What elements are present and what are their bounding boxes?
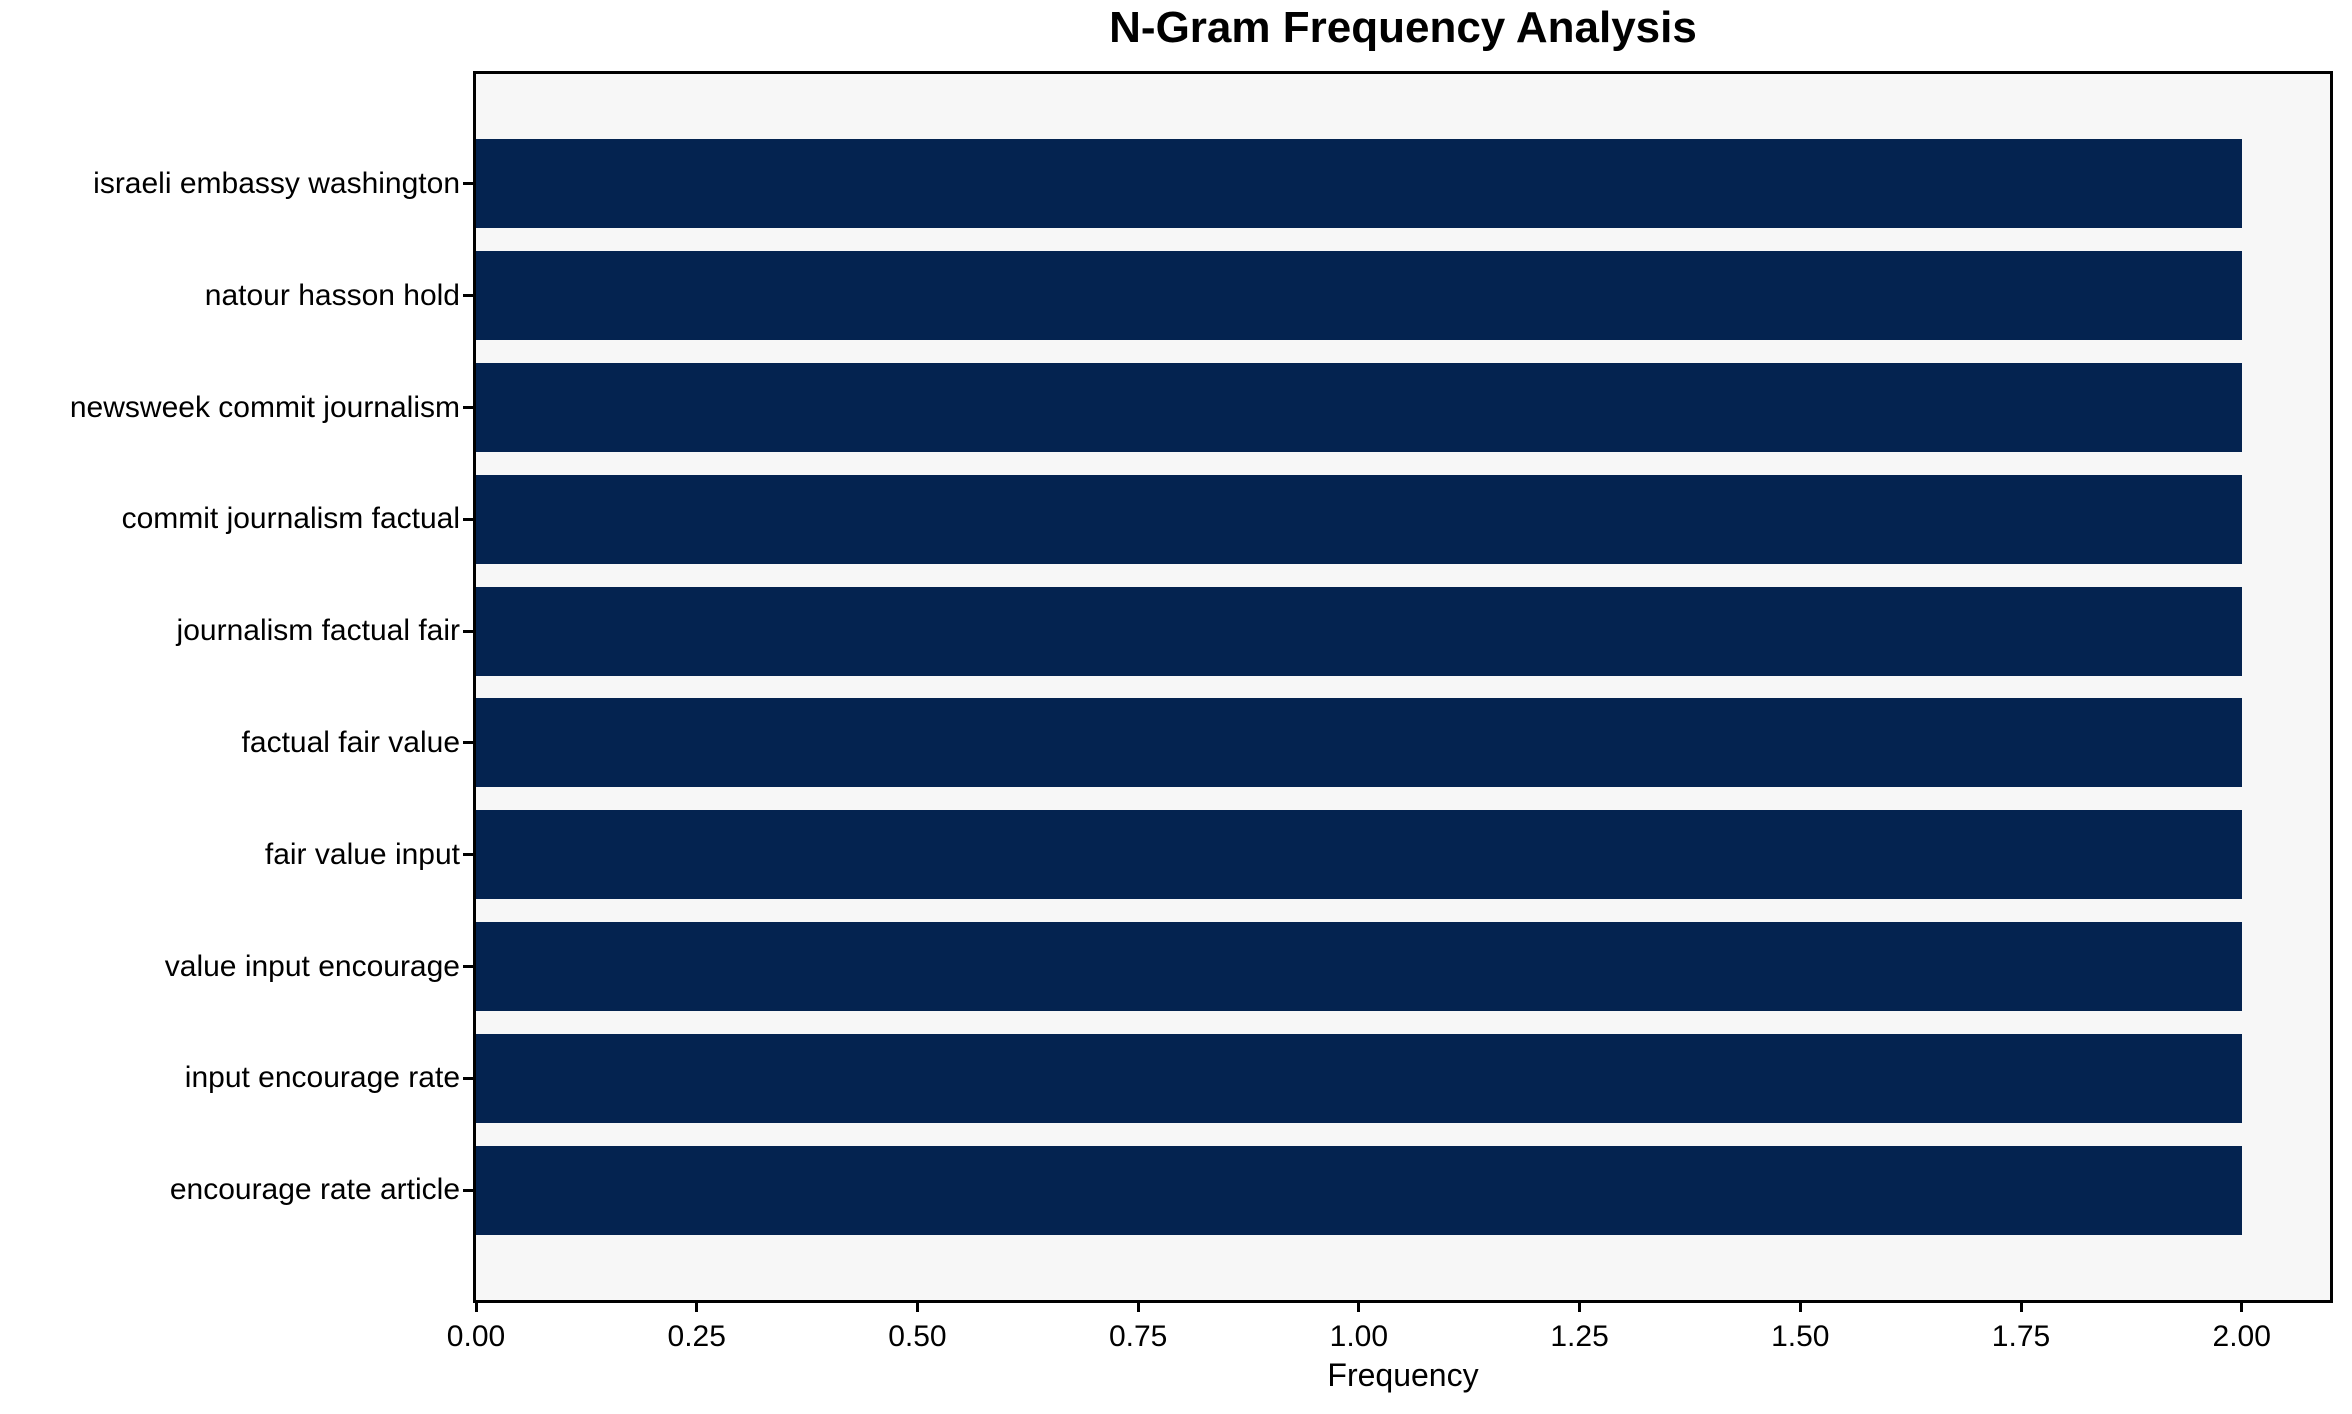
y-tick — [463, 853, 473, 857]
x-tick — [474, 1303, 478, 1312]
bar — [476, 251, 2242, 341]
x-tick — [1578, 1303, 1582, 1312]
bar — [476, 139, 2242, 229]
y-tick-label: factual fair value — [241, 725, 460, 759]
bar — [476, 1145, 2242, 1235]
x-tick — [1357, 1303, 1361, 1312]
y-tick — [463, 741, 473, 745]
x-tick-label: 0.25 — [667, 1320, 726, 1353]
bar — [476, 698, 2242, 788]
x-tick-label: 0.75 — [1108, 1320, 1168, 1353]
bar — [476, 363, 2242, 452]
y-tick — [463, 406, 473, 409]
y-tick-label: israeli embassy washington — [93, 166, 460, 200]
x-tick-label: 1.50 — [1771, 1320, 1830, 1353]
y-tick-label: journalism factual fair — [176, 614, 460, 648]
x-tick-label: 1.00 — [1329, 1320, 1389, 1353]
chart-title: N-Gram Frequency Analysis — [1109, 3, 1697, 52]
y-tick — [463, 517, 473, 521]
y-tick — [463, 182, 473, 186]
x-tick-label: 1.25 — [1550, 1320, 1609, 1353]
y-tick-label: newsweek commit journalism — [69, 390, 460, 424]
y-tick — [463, 629, 473, 633]
x-tick — [1798, 1303, 1802, 1312]
bar — [476, 810, 2242, 900]
y-tick-label: commit journalism factual — [121, 502, 460, 536]
y-tick — [463, 294, 473, 298]
x-tick — [1136, 1303, 1140, 1312]
y-tick-label: input encourage rate — [184, 1061, 460, 1095]
y-tick-label: fair value input — [264, 837, 460, 871]
y-tick-label: natour hasson hold — [204, 278, 460, 312]
x-axis-label: Frequency — [1327, 1357, 1479, 1393]
x-tick-label: 2.00 — [2212, 1320, 2271, 1353]
bar — [476, 1033, 2242, 1123]
y-tick — [463, 1076, 473, 1080]
bar — [476, 922, 2242, 1011]
x-tick-label: 0.00 — [446, 1320, 506, 1353]
x-tick — [2019, 1303, 2023, 1312]
bar — [476, 586, 2242, 676]
x-tick — [2240, 1303, 2244, 1312]
y-tick — [463, 1188, 473, 1192]
bar — [476, 474, 2242, 564]
x-tick-label: 0.50 — [888, 1320, 947, 1353]
x-tick — [695, 1303, 699, 1312]
y-tick-label: value input encourage — [164, 949, 460, 983]
y-tick-label: encourage rate article — [169, 1173, 460, 1207]
x-tick-label: 1.75 — [1991, 1320, 2051, 1353]
x-tick — [915, 1303, 919, 1312]
y-tick — [463, 965, 473, 968]
